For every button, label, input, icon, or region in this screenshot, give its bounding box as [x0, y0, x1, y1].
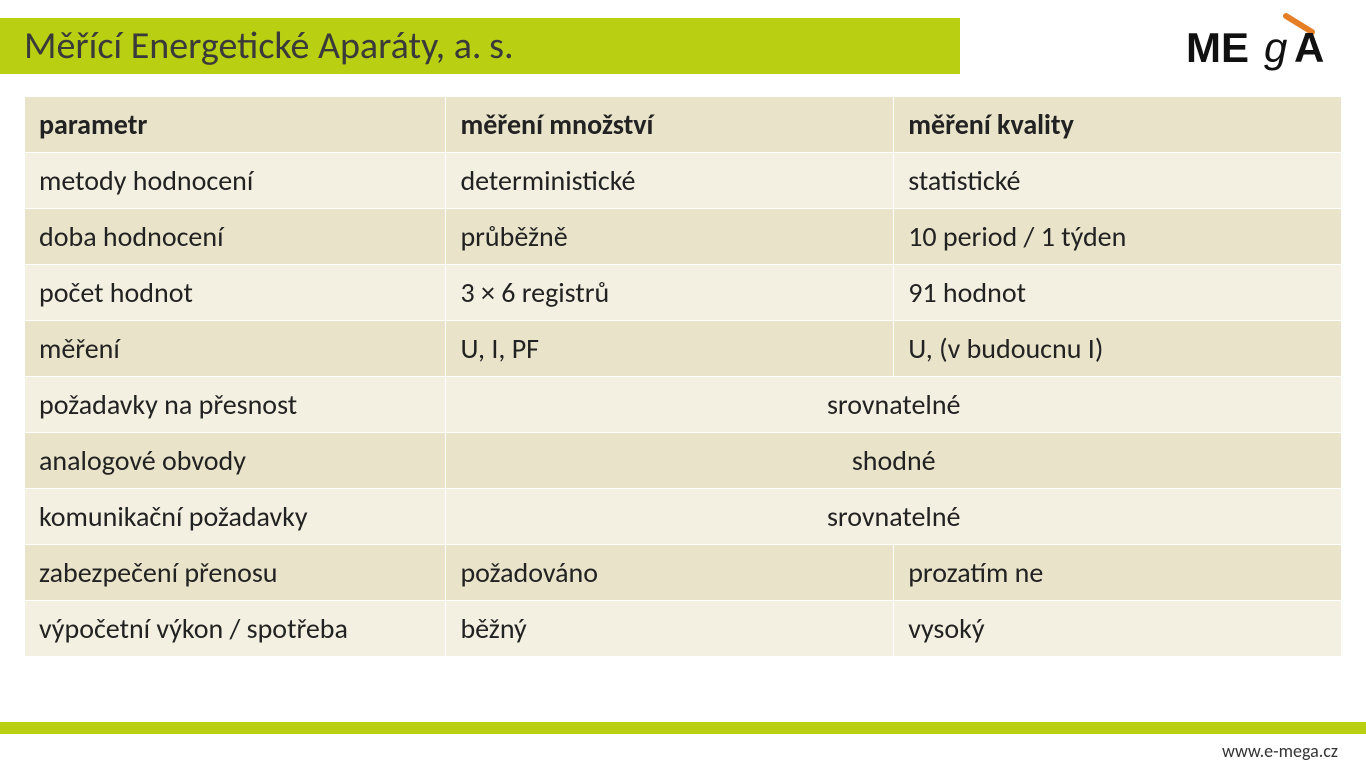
table-row: měřeníU, I, PFU, (v budoucnu I)	[25, 321, 1342, 377]
table-cell: U, (v budoucnu I)	[894, 321, 1342, 377]
table-cell: statistické	[894, 153, 1342, 209]
svg-text:g: g	[1264, 24, 1287, 71]
table-cell: měření	[25, 321, 446, 377]
footer-url: www.e-mega.cz	[1222, 740, 1338, 762]
table-cell: vysoký	[894, 601, 1342, 657]
table-row: požadavky na přesnostsrovnatelné	[25, 377, 1342, 433]
table-header-row: parametrměření množstvíměření kvality	[25, 97, 1342, 153]
table-cell: deterministické	[446, 153, 894, 209]
table-row: doba hodnoceníprůběžně10 period / 1 týde…	[25, 209, 1342, 265]
svg-text:A: A	[1294, 24, 1324, 71]
table-cell: počet hodnot	[25, 265, 446, 321]
table-header-cell: měření množství	[446, 97, 894, 153]
table-row: výpočetní výkon / spotřebaběžnývysoký	[25, 601, 1342, 657]
table-cell: 91 hodnot	[894, 265, 1342, 321]
table-cell: doba hodnocení	[25, 209, 446, 265]
table: parametrměření množstvíměření kvalitymet…	[24, 96, 1342, 657]
table-row: zabezpečení přenosupožadovánoprozatím ne	[25, 545, 1342, 601]
table-row: metody hodnocenídeterministickéstatistic…	[25, 153, 1342, 209]
table-cell: zabezpečení přenosu	[25, 545, 446, 601]
page-title: Měřící Energetické Aparáty, a. s.	[24, 23, 514, 69]
comparison-table: parametrměření množstvíměření kvalitymet…	[24, 96, 1342, 657]
table-cell: průběžně	[446, 209, 894, 265]
table-cell: 10 period / 1 týden	[894, 209, 1342, 265]
header-bar: Měřící Energetické Aparáty, a. s.	[0, 18, 960, 74]
svg-text:ME: ME	[1186, 24, 1249, 71]
table-cell: výpočetní výkon / spotřeba	[25, 601, 446, 657]
table-cell: komunikační požadavky	[25, 489, 446, 545]
table-cell: prozatím ne	[894, 545, 1342, 601]
table-cell: běžný	[446, 601, 894, 657]
table-cell-merged: srovnatelné	[446, 377, 1342, 433]
footer-bar	[0, 722, 1366, 734]
table-header-cell: parametr	[25, 97, 446, 153]
table-cell: 3 × 6 registrů	[446, 265, 894, 321]
table-cell: požadavky na přesnost	[25, 377, 446, 433]
logo: ME g A	[1186, 10, 1336, 74]
table-cell: metody hodnocení	[25, 153, 446, 209]
table-cell: U, I, PF	[446, 321, 894, 377]
table-cell: požadováno	[446, 545, 894, 601]
table-header-cell: měření kvality	[894, 97, 1342, 153]
table-cell-merged: srovnatelné	[446, 489, 1342, 545]
table-cell: analogové obvody	[25, 433, 446, 489]
table-row: počet hodnot3 × 6 registrů91 hodnot	[25, 265, 1342, 321]
table-row: analogové obvodyshodné	[25, 433, 1342, 489]
table-row: komunikační požadavkysrovnatelné	[25, 489, 1342, 545]
table-cell-merged: shodné	[446, 433, 1342, 489]
